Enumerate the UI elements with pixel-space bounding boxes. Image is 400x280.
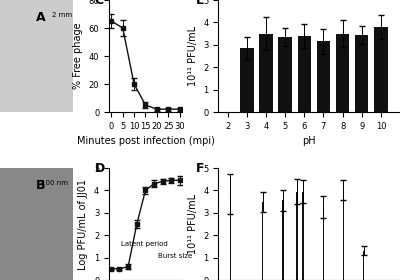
Y-axis label: % Free phage: % Free phage [73, 23, 83, 89]
Bar [296, 192, 298, 280]
X-axis label: Minutes post infection (mpi): Minutes post infection (mpi) [76, 136, 214, 146]
Text: B: B [36, 179, 46, 192]
Bar [262, 202, 263, 280]
Text: 2 mm: 2 mm [52, 12, 72, 18]
Bar [259, 34, 273, 112]
Bar [343, 190, 344, 280]
Y-axis label: 10¹¹ PFU/mL: 10¹¹ PFU/mL [188, 26, 198, 86]
Bar [278, 37, 292, 112]
X-axis label: pH: pH [302, 136, 316, 146]
Text: Latent period: Latent period [121, 241, 168, 248]
Bar [355, 35, 368, 112]
Y-axis label: 10¹¹ PFU/mL: 10¹¹ PFU/mL [188, 194, 198, 254]
Bar [374, 27, 388, 112]
Bar [363, 251, 364, 280]
Text: 100 nm: 100 nm [41, 180, 68, 186]
Bar [282, 200, 284, 280]
Text: D: D [94, 162, 105, 175]
Text: F: F [196, 162, 205, 175]
Bar [298, 36, 311, 112]
Bar [336, 34, 349, 112]
Text: E: E [196, 0, 205, 7]
Text: C: C [94, 0, 104, 7]
Bar [240, 48, 254, 112]
Text: Burst size: Burst size [158, 253, 193, 259]
Text: A: A [36, 11, 46, 24]
Bar [230, 194, 231, 280]
Bar [322, 207, 324, 280]
Bar [302, 192, 304, 280]
Y-axis label: Log PFU/mL of JJ01: Log PFU/mL of JJ01 [78, 179, 88, 269]
Bar [317, 41, 330, 112]
